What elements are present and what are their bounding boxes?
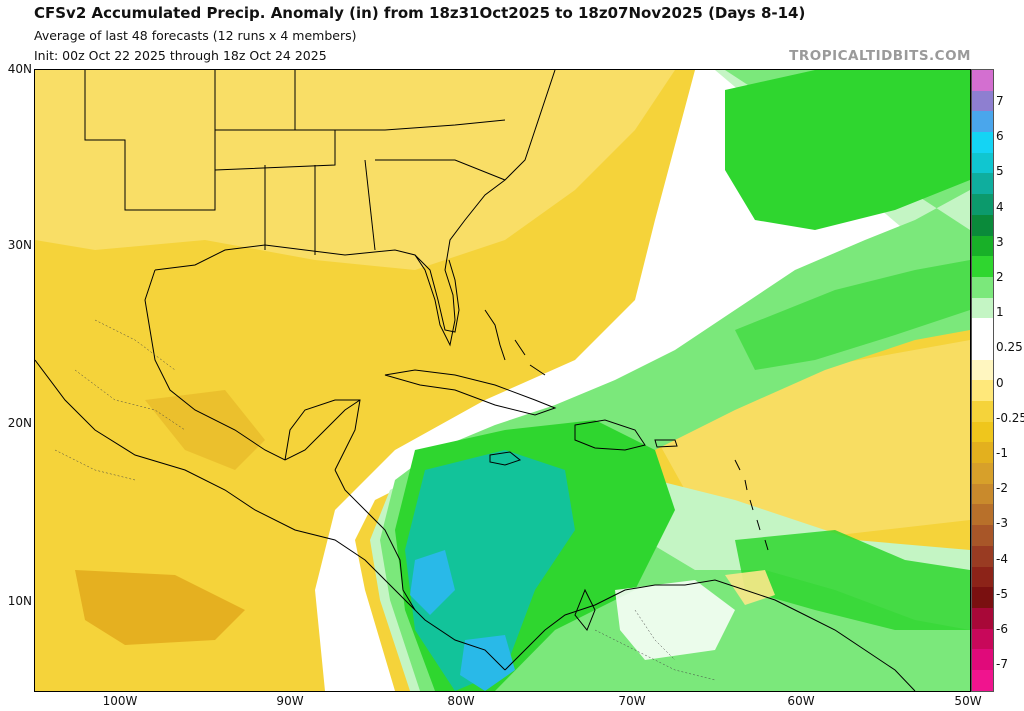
colorbar-swatch	[972, 318, 993, 339]
lon-label-60w: 60W	[787, 694, 815, 708]
colorbar-tick-label: 4	[996, 199, 1004, 214]
colorbar-swatch	[972, 194, 993, 215]
colorbar-swatch	[972, 214, 993, 236]
colorbar-tick-label: -4	[996, 551, 1008, 566]
colorbar-tick-label: -6	[996, 622, 1008, 636]
lon-label-80w: 80W	[447, 694, 475, 708]
neutral-patch-venezuela	[615, 580, 735, 660]
wet-core-north	[725, 70, 970, 230]
colorbar-swatch	[972, 504, 993, 526]
colorbar-swatch	[972, 483, 993, 505]
colorbar-swatch	[972, 359, 993, 381]
lat-label-20n: 20N	[7, 416, 32, 430]
max-wet-zone-west	[410, 550, 455, 615]
colorbar-tick-label: 1	[996, 305, 1004, 320]
colorbar-swatch	[972, 401, 993, 422]
colorbar-swatch	[972, 566, 993, 588]
lon-label-50w: 50W	[954, 694, 982, 708]
chart-subtitle-init: Init: 00z Oct 22 2025 through 18z Oct 24…	[34, 48, 327, 63]
wet-core-mid	[735, 260, 970, 370]
colorbar-swatch	[972, 669, 993, 691]
colorbar-swatch	[972, 525, 993, 546]
coastlines	[35, 70, 916, 691]
colorbar-tick-label: -5	[996, 586, 1008, 601]
colorbar-tick-label: 6	[996, 129, 1004, 144]
lat-label-10n: 10N	[7, 594, 32, 608]
colorbar-swatch	[972, 380, 993, 401]
colorbar-swatch	[972, 587, 993, 608]
precip-anomaly-map	[34, 69, 971, 692]
colorbar-swatch	[972, 111, 993, 133]
colorbar-tick-label: -7	[996, 657, 1008, 672]
wet-core-east-caribbean	[735, 530, 970, 630]
colorbar-swatch	[972, 152, 993, 174]
colorbar	[971, 69, 994, 692]
colorbar-swatch	[972, 297, 993, 319]
colorbar-tick-label: 0.25	[996, 340, 1023, 355]
colorbar-swatch	[972, 256, 993, 277]
colorbar-swatch	[972, 421, 993, 443]
colorbar-tick-label: 7	[996, 94, 1004, 108]
lon-label-70w: 70W	[618, 694, 646, 708]
colorbar-swatch	[972, 70, 993, 91]
colorbar-swatch	[972, 628, 993, 650]
colorbar-tick-label: 3	[996, 234, 1004, 249]
colorbar-tick-label: -3	[996, 516, 1008, 531]
max-wet-zone-panama	[460, 635, 515, 691]
colorbar-swatch	[972, 649, 993, 670]
colorbar-tick-label: -1	[996, 446, 1008, 460]
dark-dry-zone-pacific	[75, 570, 245, 645]
colorbar-swatch	[972, 276, 993, 298]
dark-dry-zone-mexico	[145, 390, 265, 470]
colorbar-swatch	[972, 545, 993, 567]
colorbar-tick-label: -0.25	[996, 410, 1024, 425]
heavy-wet-zone	[405, 450, 575, 691]
colorbar-swatch	[972, 442, 993, 464]
colorbar-swatch	[972, 235, 993, 257]
lat-label-30n: 30N	[7, 238, 32, 252]
colorbar-swatch	[972, 338, 993, 360]
map-canvas	[35, 70, 970, 691]
state-borders	[54, 319, 716, 681]
lon-label-100w: 100W	[102, 694, 138, 708]
colorbar-swatch	[972, 607, 993, 629]
chart-title: CFSv2 Accumulated Precip. Anomaly (in) f…	[34, 4, 806, 22]
colorbar-swatch	[972, 132, 993, 153]
colorbar-tick-label: 0	[996, 375, 1004, 390]
colorbar-tick-label: 5	[996, 164, 1004, 179]
lat-label-40n: 40N	[7, 62, 32, 76]
lon-label-90w: 90W	[276, 694, 304, 708]
colorbar-swatch	[972, 90, 993, 112]
colorbar-swatch	[972, 463, 993, 484]
colorbar-swatch	[972, 173, 993, 195]
colorbar-tick-label: -2	[996, 481, 1008, 496]
light-dry-zone-north	[35, 70, 675, 270]
brand-watermark: TROPICALTIDBITS.COM	[789, 48, 971, 64]
colorbar-tick-label: 2	[996, 270, 1004, 284]
chart-subtitle-forecasts: Average of last 48 forecasts (12 runs x …	[34, 28, 357, 43]
